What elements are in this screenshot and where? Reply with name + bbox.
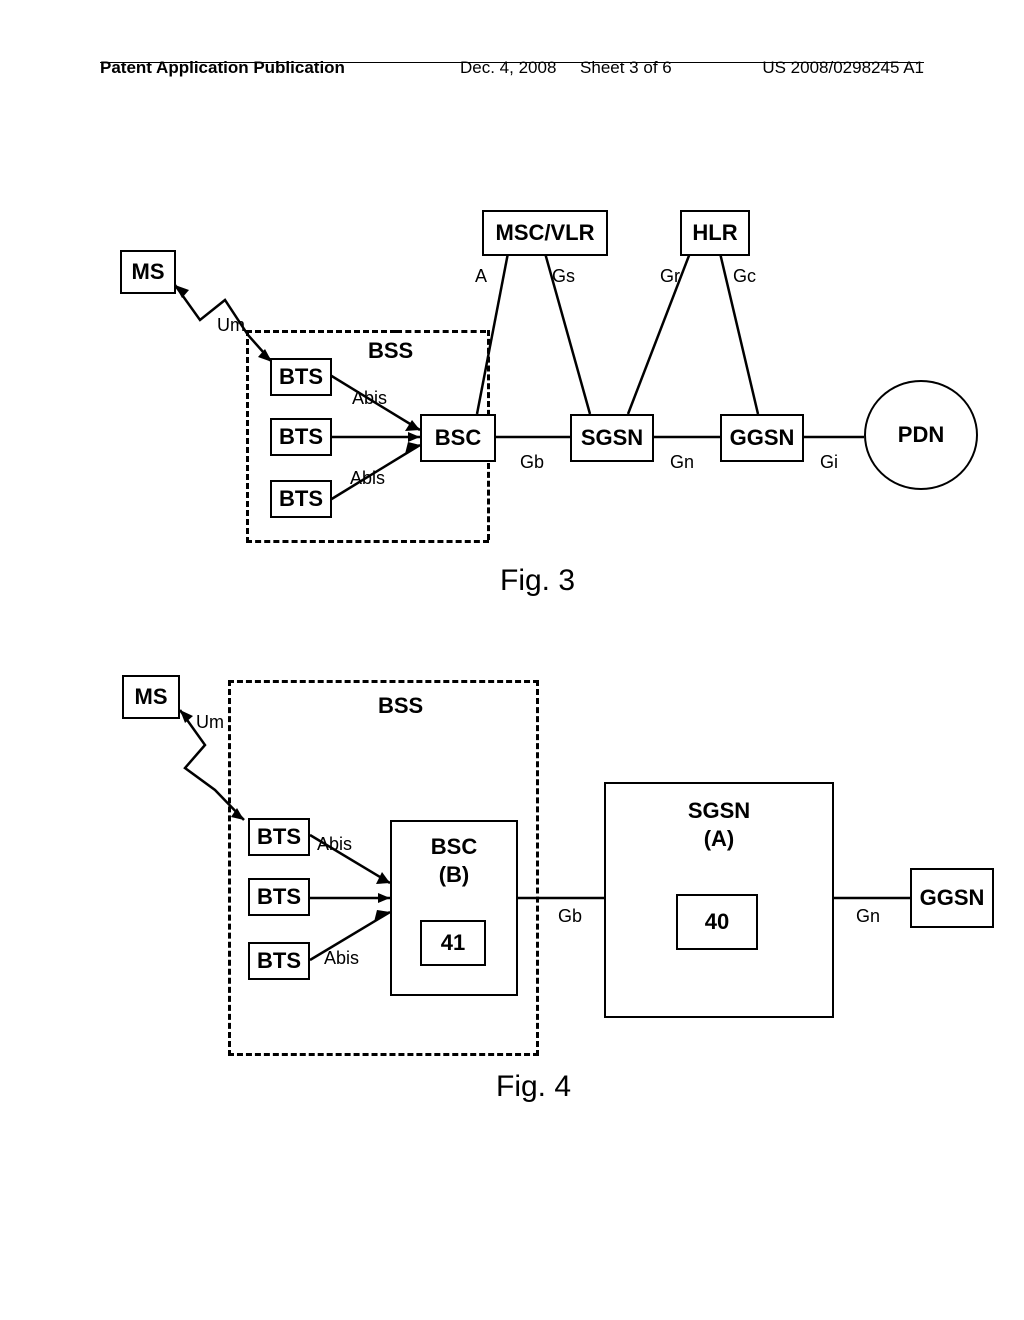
bts-f4-1: BTS — [257, 824, 301, 850]
node-bts-f4-3: BTS — [248, 942, 310, 980]
sgsn-label-f4: SGSN — [688, 798, 750, 824]
fig4-caption: Fig. 4 — [496, 1070, 571, 1104]
iface-abis-f4-1: Abis — [317, 834, 352, 855]
bss-label-f4: BSS — [378, 693, 423, 719]
node-bts-f4-1: BTS — [248, 818, 310, 856]
ggsn-label-f4: GGSN — [920, 885, 985, 911]
ms-label-f4: MS — [135, 684, 168, 710]
iface-abis-f4-2: Abis — [324, 948, 359, 969]
bsc-sub-f4: (B) — [439, 862, 470, 888]
bsc-label-f4: BSC — [431, 834, 477, 860]
bts-f4-3: BTS — [257, 948, 301, 974]
bts-f4-2: BTS — [257, 884, 301, 910]
iface-um-f4: Um — [196, 712, 224, 733]
node-bsc-f4: BSC (B) — [390, 820, 518, 996]
sgsn-inner-label: 40 — [705, 909, 729, 935]
iface-gn-f4: Gn — [856, 906, 880, 927]
node-ggsn-f4: GGSN — [910, 868, 994, 928]
node-bsc-inner: 41 — [420, 920, 486, 966]
node-bts-f4-2: BTS — [248, 878, 310, 916]
iface-gb-f4: Gb — [558, 906, 582, 927]
bsc-inner-label: 41 — [441, 930, 465, 956]
node-sgsn-inner: 40 — [676, 894, 758, 950]
fig4-lines — [0, 0, 1024, 1320]
node-ms-f4: MS — [122, 675, 180, 719]
page: Patent Application Publication Dec. 4, 2… — [0, 0, 1024, 1320]
sgsn-sub-f4: (A) — [704, 826, 735, 852]
